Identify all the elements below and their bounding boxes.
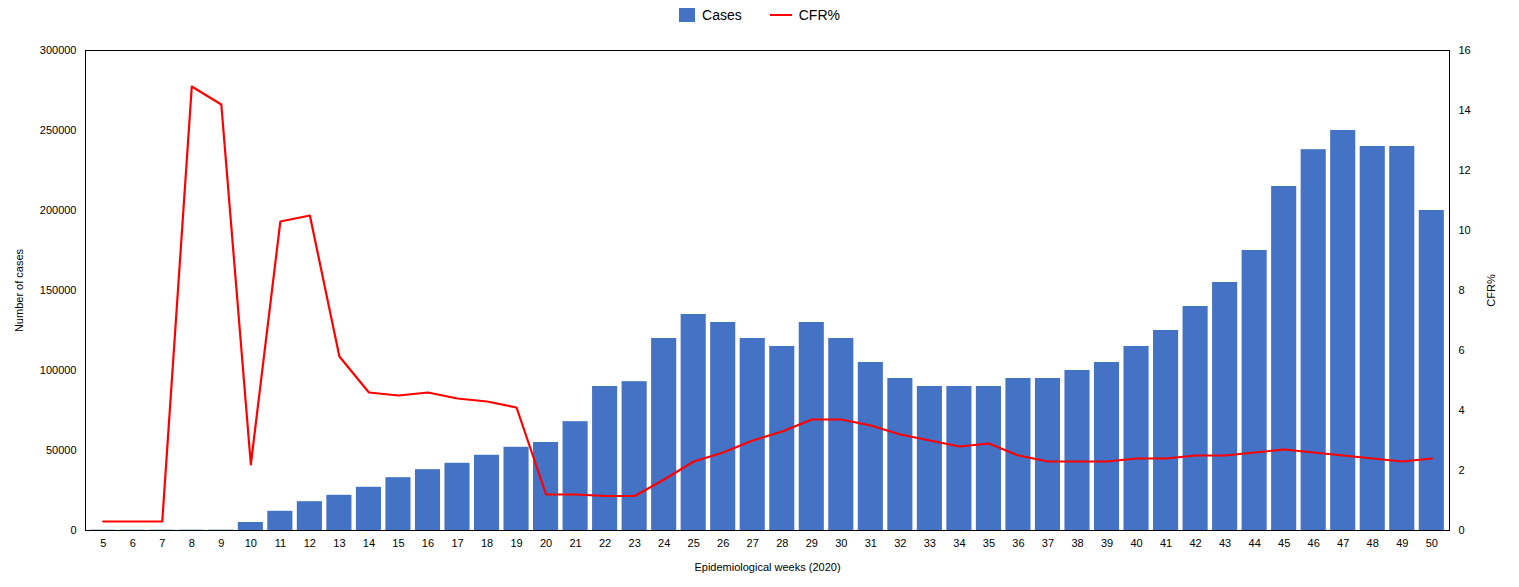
svg-text:36: 36 (1012, 537, 1024, 549)
svg-text:14: 14 (1459, 104, 1471, 116)
svg-text:43: 43 (1219, 537, 1231, 549)
svg-text:CFR%: CFR% (1485, 274, 1497, 307)
svg-text:26: 26 (717, 537, 729, 549)
svg-text:42: 42 (1189, 537, 1201, 549)
svg-text:25: 25 (688, 537, 700, 549)
svg-text:35: 35 (983, 537, 995, 549)
svg-text:100000: 100000 (40, 364, 77, 376)
svg-text:250000: 250000 (40, 124, 77, 136)
svg-text:16: 16 (1459, 44, 1471, 56)
svg-text:16: 16 (422, 537, 434, 549)
svg-text:28: 28 (776, 537, 788, 549)
svg-text:6: 6 (130, 537, 136, 549)
svg-text:15: 15 (392, 537, 404, 549)
svg-text:47: 47 (1337, 537, 1349, 549)
svg-text:18: 18 (481, 537, 493, 549)
svg-text:4: 4 (1459, 404, 1465, 416)
svg-text:7: 7 (159, 537, 165, 549)
svg-text:45: 45 (1278, 537, 1290, 549)
svg-text:11: 11 (275, 537, 286, 549)
svg-text:150000: 150000 (40, 284, 77, 296)
svg-text:200000: 200000 (40, 204, 77, 216)
svg-text:50000: 50000 (46, 444, 77, 456)
html-text:CFR%: CFR% (798, 7, 840, 23)
svg-text:40: 40 (1130, 537, 1142, 549)
svg-text:37: 37 (1042, 537, 1054, 549)
svg-text:5: 5 (100, 537, 106, 549)
svg-text:50: 50 (1426, 537, 1438, 549)
svg-text:0: 0 (1459, 524, 1465, 536)
svg-text:Number of cases: Number of cases (13, 248, 25, 332)
svg-text:29: 29 (806, 537, 818, 549)
svg-text:33: 33 (924, 537, 936, 549)
svg-text:49: 49 (1396, 537, 1408, 549)
svg-text:46: 46 (1308, 537, 1320, 549)
svg-text:23: 23 (629, 537, 641, 549)
svg-text:17: 17 (451, 537, 463, 549)
svg-text:34: 34 (953, 537, 965, 549)
svg-text:8: 8 (1459, 284, 1465, 296)
svg-text:6: 6 (1459, 344, 1465, 356)
svg-text:44: 44 (1249, 537, 1261, 549)
svg-text:19: 19 (510, 537, 522, 549)
svg-text:20: 20 (540, 537, 552, 549)
svg-text:0: 0 (70, 524, 76, 536)
svg-text:39: 39 (1101, 537, 1113, 549)
svg-text:2: 2 (1459, 464, 1465, 476)
svg-text:Epidemiological weeks (2020): Epidemiological weeks (2020) (694, 561, 840, 573)
svg-text:32: 32 (894, 537, 906, 549)
svg-text:27: 27 (747, 537, 759, 549)
svg-text:31: 31 (865, 537, 877, 549)
svg-text:24: 24 (658, 537, 670, 549)
svg-text:41: 41 (1160, 537, 1172, 549)
svg-text:12: 12 (1459, 164, 1471, 176)
svg-text:21: 21 (569, 537, 581, 549)
svg-text:38: 38 (1071, 537, 1083, 549)
svg-text:8: 8 (189, 537, 195, 549)
svg-text:30: 30 (835, 537, 847, 549)
svg-text:22: 22 (599, 537, 611, 549)
html-text:Cases: Cases (702, 7, 742, 23)
svg-text:48: 48 (1367, 537, 1379, 549)
svg-text:10: 10 (1459, 224, 1471, 236)
svg-text:9: 9 (218, 537, 224, 549)
svg-text:12: 12 (304, 537, 316, 549)
svg-text:300000: 300000 (40, 44, 77, 56)
svg-text:10: 10 (245, 537, 257, 549)
svg-text:13: 13 (333, 537, 345, 549)
svg-text:14: 14 (363, 537, 375, 549)
